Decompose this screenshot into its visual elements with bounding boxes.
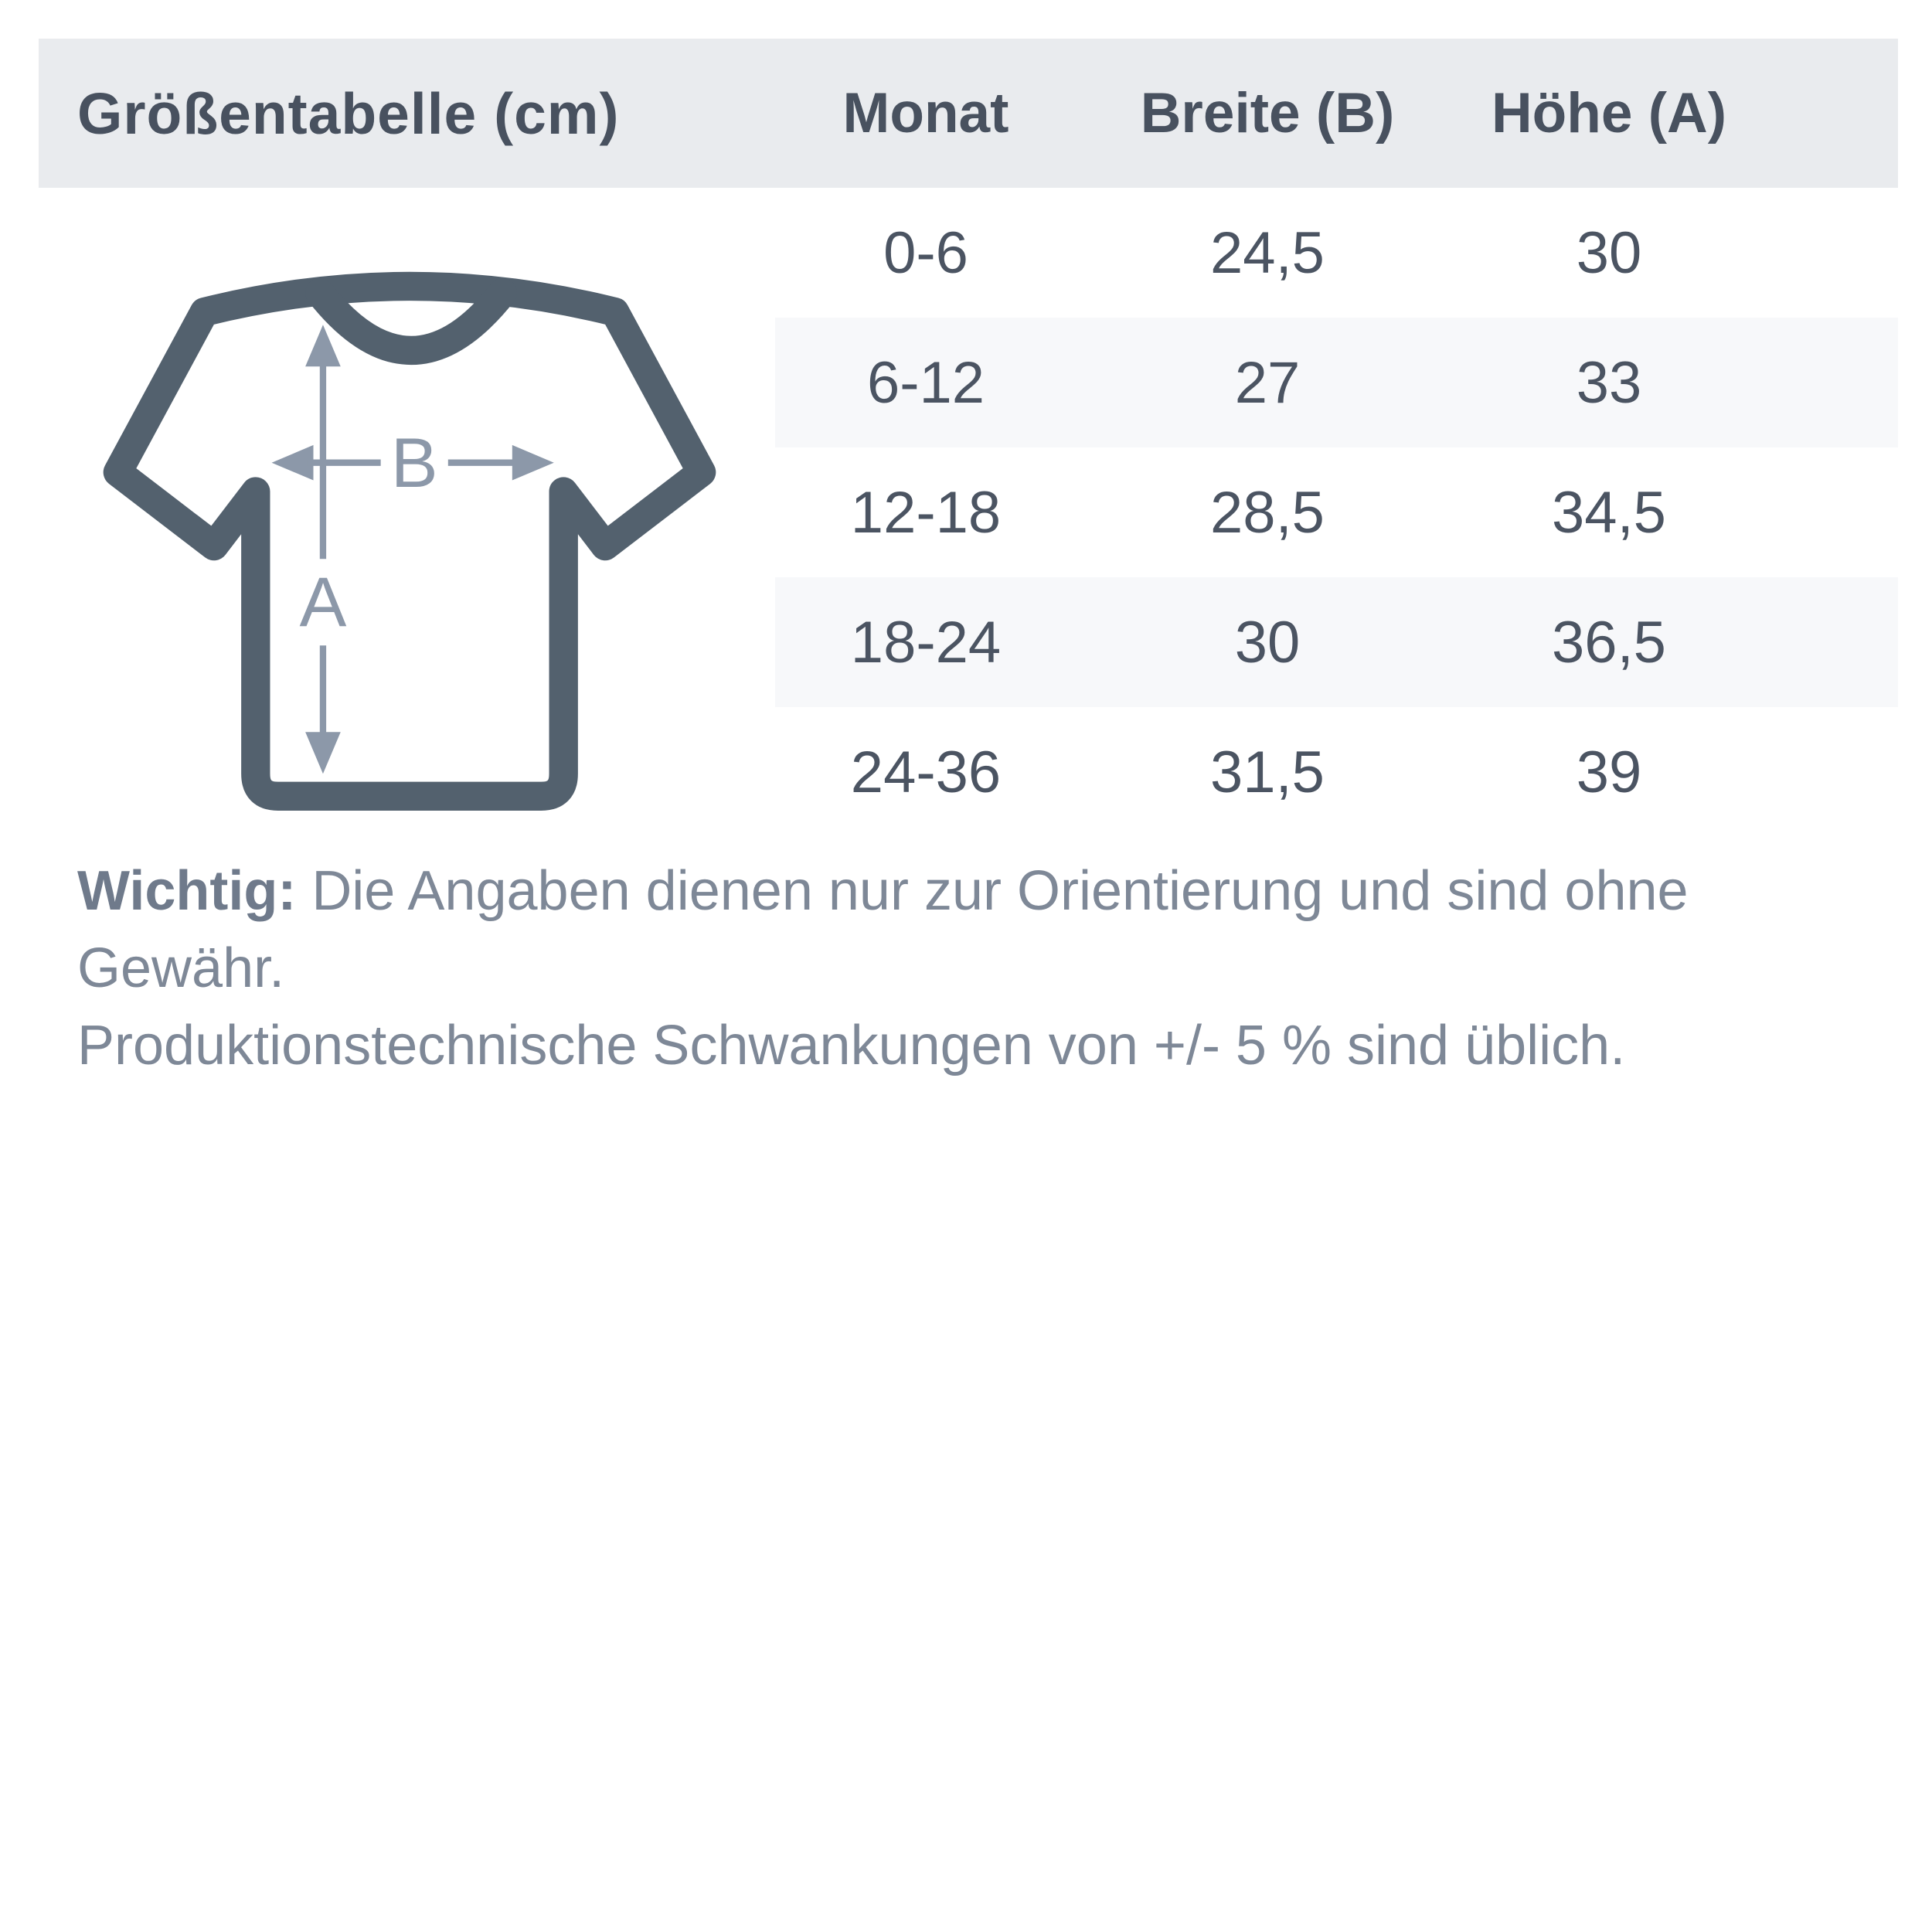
disclaimer-line-1: Wichtig: Die Angaben dienen nur zur Orie…	[77, 852, 1886, 1007]
size-table-body: 0-6 24,5 30 6-12 27 33 12-18 28,5 34,5 1…	[755, 188, 1898, 837]
table-row: 24-36 31,5 39	[755, 707, 1898, 837]
cell-monat: 12-18	[850, 479, 1002, 546]
disclaimer-note: Wichtig: Die Angaben dienen nur zur Orie…	[77, 852, 1886, 1084]
cell-breite: 24,5	[1210, 219, 1325, 286]
column-header-monat: Monat	[842, 82, 1009, 145]
cell-breite: 30	[1234, 609, 1301, 675]
table-header-bar: Größentabelle (cm) Monat Breite (B) Höhe…	[39, 39, 1898, 188]
cell-breite: 28,5	[1210, 479, 1325, 546]
table-row: 12-18 28,5 34,5	[755, 447, 1898, 577]
cell-hoehe: 33	[1576, 349, 1642, 416]
cell-hoehe: 39	[1576, 739, 1642, 805]
width-arrow-label: B	[391, 423, 438, 502]
cell-breite: 27	[1234, 349, 1301, 416]
tshirt-measurement-diagram: A B	[89, 228, 730, 838]
cell-hoehe: 36,5	[1552, 609, 1666, 675]
page-title: Größentabelle (cm)	[77, 80, 620, 146]
column-headers: Monat Breite (B) Höhe (A)	[755, 39, 1780, 188]
cell-hoehe: 34,5	[1552, 479, 1666, 546]
table-row: 0-6 24,5 30	[755, 188, 1898, 318]
cell-monat: 0-6	[883, 219, 968, 286]
disclaimer-line-2: Produktionstechnische Schwankungen von +…	[77, 1015, 1626, 1077]
cell-monat: 6-12	[866, 349, 985, 416]
width-arrow	[271, 444, 554, 481]
disclaimer-label: Wichtig:	[77, 860, 297, 922]
column-header-breite: Breite (B)	[1140, 82, 1395, 145]
table-row: 18-24 30 36,5	[755, 577, 1898, 707]
cell-monat: 18-24	[850, 609, 1002, 675]
height-arrow-label: A	[299, 563, 346, 641]
cell-monat: 24-36	[850, 739, 1002, 805]
table-row: 6-12 27 33	[755, 318, 1898, 447]
tshirt-outline	[103, 271, 716, 811]
tshirt-icon: A B	[103, 271, 716, 811]
disclaimer-text-1: Die Angaben dienen nur zur Orientierung …	[77, 860, 1689, 999]
tshirt-collar	[305, 278, 518, 365]
column-header-hoehe: Höhe (A)	[1491, 82, 1727, 145]
cell-breite: 31,5	[1210, 739, 1325, 805]
cell-hoehe: 30	[1576, 219, 1642, 286]
